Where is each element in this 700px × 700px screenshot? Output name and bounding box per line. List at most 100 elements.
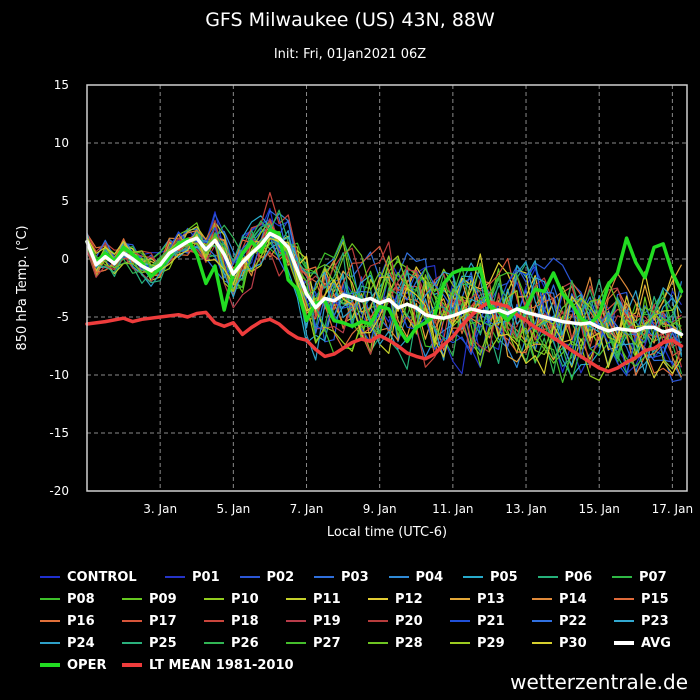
- y-tick-label: -20: [49, 484, 69, 498]
- legend-label: P20: [395, 613, 423, 629]
- legend-label: P08: [67, 591, 95, 607]
- legend-item: P26: [204, 636, 286, 651]
- legend: CONTROL P01 P02 P03 P04 P05 P06 P07 P08 P09 P10 P11…: [40, 566, 690, 676]
- legend-swatch: [450, 598, 470, 600]
- legend-item: P27: [286, 636, 368, 651]
- legend-item: AVG: [614, 636, 696, 651]
- legend-label: P11: [313, 591, 341, 607]
- legend-label: P21: [477, 613, 505, 629]
- series-line-oper: [85, 228, 684, 344]
- legend-swatch: [368, 642, 388, 644]
- x-tick-label: 17. Jan: [652, 502, 693, 516]
- legend-swatch: [614, 620, 634, 622]
- legend-label: P13: [477, 591, 505, 607]
- legend-label: P17: [149, 613, 177, 629]
- legend-label: P23: [641, 613, 669, 629]
- legend-swatch: [368, 620, 388, 622]
- legend-swatch: [165, 576, 185, 578]
- x-axis-ticks: 3. Jan 5. Jan 7. Jan 9. Jan 11. Jan 13. Jan 15…: [143, 502, 693, 516]
- legend-swatch: [450, 620, 470, 622]
- legend-label: AVG: [641, 635, 671, 651]
- legend-row: P24 P25 P26 P27 P28 P29 P30 AVG: [40, 632, 690, 654]
- legend-swatch: [122, 663, 142, 667]
- legend-swatch: [368, 598, 388, 600]
- y-axis-ticks: -20 -15 -10 -5 0 5 10 15: [49, 78, 69, 498]
- legend-item: P02: [239, 569, 315, 585]
- legend-item: P09: [122, 592, 204, 607]
- legend-item: P29: [450, 636, 532, 651]
- legend-swatch: [40, 642, 60, 644]
- x-tick-label: 15. Jan: [578, 502, 619, 516]
- x-tick-label: 9. Jan: [363, 502, 397, 516]
- legend-label: P06: [564, 569, 593, 585]
- legend-item: CONTROL: [40, 570, 165, 585]
- series-line-p09: [86, 222, 682, 364]
- legend-swatch: [314, 576, 334, 578]
- legend-item: P08: [40, 592, 122, 607]
- legend-row: CONTROL P01 P02 P03 P04 P05 P06 P07: [40, 566, 690, 588]
- y-axis-label: 850 hPa Temp. (°C): [15, 225, 30, 350]
- legend-swatch: [122, 642, 142, 644]
- y-tick-label: -15: [49, 426, 69, 440]
- legend-swatch: [388, 576, 409, 578]
- legend-item: P06: [537, 569, 613, 585]
- legend-swatch: [122, 598, 142, 600]
- y-tick-label: 10: [54, 136, 69, 150]
- legend-item: P24: [40, 636, 122, 651]
- x-tick-label: 7. Jan: [290, 502, 324, 516]
- chart: GFS Milwaukee (US) 43N, 88W Init: Fri, 0…: [15, 9, 693, 540]
- legend-label: P02: [266, 569, 295, 585]
- legend-item: P01: [165, 570, 240, 585]
- legend-swatch: [532, 598, 552, 600]
- legend-label: P09: [149, 591, 177, 607]
- legend-label: P12: [395, 591, 423, 607]
- legend-item: P05: [463, 570, 538, 585]
- legend-item: P13: [450, 592, 532, 607]
- legend-item: P04: [388, 569, 464, 585]
- legend-label: OPER: [67, 657, 107, 673]
- y-tick-label: -5: [57, 310, 69, 324]
- legend-label: P04: [415, 569, 444, 585]
- series-line-p11: [86, 221, 682, 368]
- legend-row: P16 P17 P18 P19 P20 P21 P22 P23: [40, 610, 690, 632]
- x-tick-label: 5. Jan: [216, 502, 250, 516]
- legend-item: P15: [614, 592, 696, 607]
- legend-item: P11: [286, 592, 368, 607]
- legend-label: P26: [231, 635, 259, 651]
- series-line-avg: [85, 231, 684, 337]
- legend-swatch: [614, 598, 634, 600]
- legend-label: LT MEAN 1981-2010: [149, 657, 294, 673]
- legend-item: P17: [122, 614, 204, 629]
- legend-item: P21: [450, 614, 532, 629]
- ensemble-lines: [86, 192, 683, 383]
- legend-swatch: [286, 620, 306, 622]
- legend-item: P03: [314, 570, 389, 585]
- legend-item: P18: [204, 614, 286, 629]
- legend-item: P22: [532, 614, 614, 629]
- legend-swatch: [532, 642, 552, 644]
- legend-item: P28: [368, 636, 450, 651]
- legend-label: P03: [341, 569, 369, 585]
- source-credit: wetterzentrale.de: [510, 670, 688, 694]
- legend-swatch: [614, 641, 634, 645]
- x-axis-label: Local time (UTC-6): [327, 525, 447, 540]
- legend-label: P28: [395, 635, 423, 651]
- legend-label: P29: [477, 635, 505, 651]
- legend-item: P16: [40, 614, 122, 629]
- legend-swatch: [286, 642, 306, 644]
- chart-title: GFS Milwaukee (US) 43N, 88W: [205, 9, 495, 31]
- legend-label: P24: [67, 635, 95, 651]
- legend-label: P25: [149, 635, 177, 651]
- legend-label: P10: [231, 591, 259, 607]
- legend-item: P07: [612, 570, 687, 585]
- legend-swatch: [463, 576, 483, 578]
- legend-swatch: [537, 576, 558, 578]
- legend-item: P10: [204, 592, 286, 607]
- legend-row: P08 P09 P10 P11 P12 P13 P14 P15: [40, 588, 690, 610]
- legend-swatch: [239, 576, 260, 578]
- legend-label: CONTROL: [67, 569, 137, 585]
- legend-swatch: [40, 598, 60, 600]
- legend-label: P16: [67, 613, 95, 629]
- legend-swatch: [532, 620, 552, 622]
- chart-subtitle: Init: Fri, 01Jan2021 06Z: [274, 47, 426, 62]
